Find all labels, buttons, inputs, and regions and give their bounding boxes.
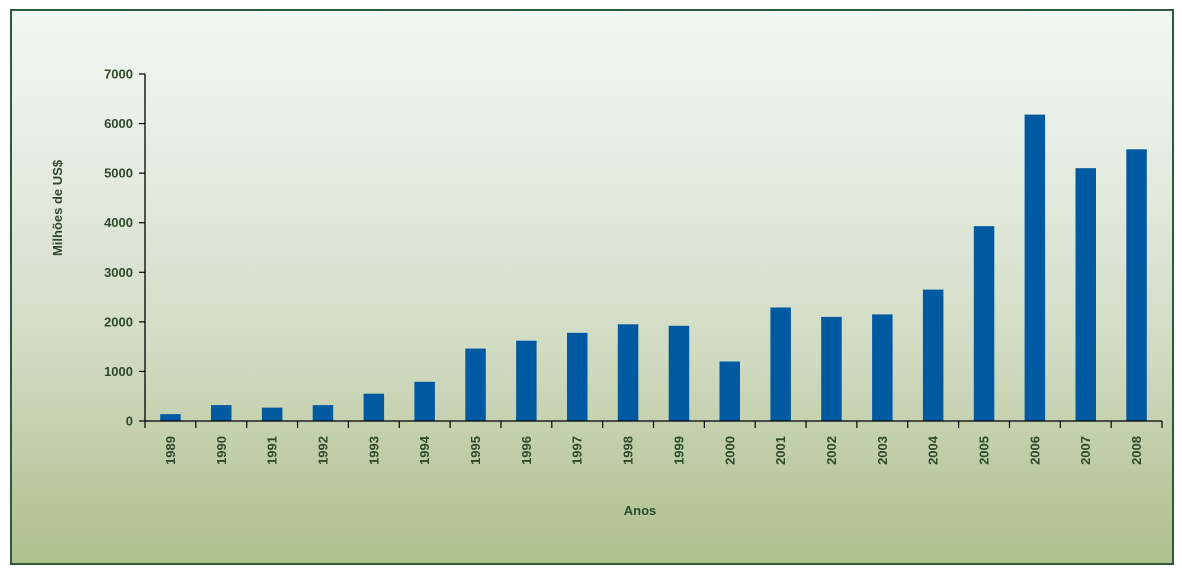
bar-1994: [414, 381, 435, 421]
bar-1998: [617, 324, 639, 421]
bar-2008: [1126, 149, 1147, 422]
x-tick-label: 1997: [570, 436, 585, 465]
x-tick-label: 2001: [773, 436, 788, 465]
x-tick-label: 1996: [519, 436, 534, 465]
y-ticks-group: 0 1000 2000 3000 4000 5000 6000 7000: [104, 67, 145, 429]
y-tick-label: 1000: [104, 364, 133, 379]
bar-1990: [211, 405, 232, 421]
y-tick-label: 3000: [104, 265, 133, 280]
y-tick-label: 2000: [104, 314, 133, 329]
x-tick-label: 2004: [926, 435, 941, 465]
y-tick-label: 6000: [104, 116, 133, 131]
x-tick-label: 1989: [163, 436, 178, 465]
bar-1993: [363, 393, 385, 421]
bar-1995: [465, 348, 486, 421]
y-axis-title: Milhões de US$: [50, 159, 65, 256]
x-axis-title: Anos: [624, 503, 657, 518]
bar-1999: [668, 325, 690, 421]
bar-1989: [160, 414, 181, 421]
x-tick-label: 2007: [1078, 436, 1093, 465]
x-tick-label: 1998: [621, 436, 636, 465]
x-tick-label: 1995: [468, 436, 483, 465]
x-tick-label: 2005: [977, 436, 992, 465]
bar-1992: [312, 405, 334, 421]
chart-frame: 0 1000 2000 3000 4000 5000 6000 7000 1989 1990 19…: [10, 9, 1174, 565]
bars-group: [160, 114, 1147, 422]
bar-1991: [261, 407, 283, 421]
x-tick-label: 2008: [1129, 436, 1144, 465]
y-tick-label: 5000: [104, 166, 133, 181]
bar-2000: [719, 361, 740, 421]
bar-2006: [1024, 114, 1046, 421]
x-tick-label: 1991: [265, 436, 280, 465]
x-tick-label: 2003: [875, 436, 890, 465]
bar-1996: [516, 340, 537, 421]
x-ticks-group: 1989 1990 1991 1992 1993 1994 1995 1996 1997 1998…: [144, 421, 1163, 465]
x-tick-label: 1999: [671, 436, 686, 465]
x-tick-label: 1992: [316, 436, 331, 465]
y-tick-label: 7000: [104, 67, 133, 82]
x-tick-label: 1993: [366, 436, 381, 465]
bar-2004: [922, 289, 944, 421]
bar-2003: [872, 314, 893, 421]
x-tick-label: 2002: [824, 436, 839, 465]
x-tick-label: 2006: [1027, 436, 1042, 465]
x-tick-label: 1994: [417, 435, 432, 465]
y-tick-label: 0: [126, 414, 133, 429]
bar-1997: [567, 332, 588, 421]
x-tick-label: 1990: [214, 436, 229, 465]
x-tick-label: 2000: [722, 436, 737, 465]
bar-2007: [1075, 168, 1096, 421]
y-tick-label: 4000: [104, 215, 133, 230]
bar-2001: [770, 307, 791, 421]
bar-2005: [973, 226, 995, 421]
axes-group: [144, 74, 1162, 422]
bar-2002: [821, 316, 842, 421]
